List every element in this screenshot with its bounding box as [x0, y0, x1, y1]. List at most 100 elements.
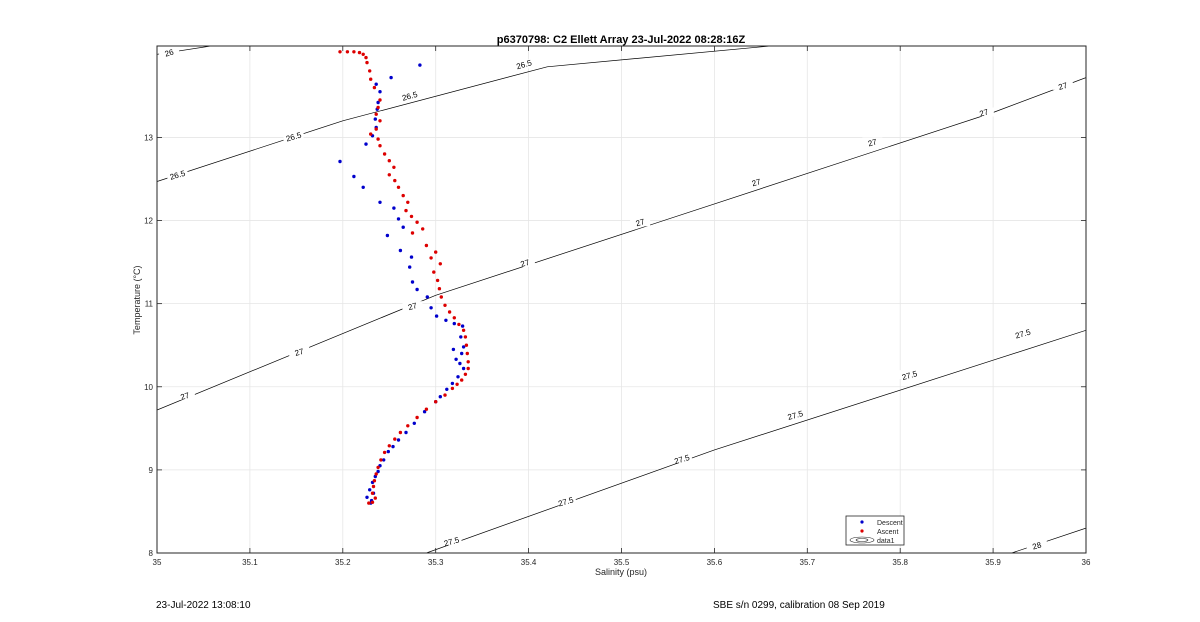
descent-point: [459, 335, 463, 339]
contour-label: 27: [978, 107, 990, 118]
descent-point: [445, 387, 449, 391]
ascent-point: [382, 152, 387, 156]
x-tick-label: 35.9: [985, 558, 1001, 567]
descent-point: [352, 174, 356, 179]
ascent-point: [367, 501, 371, 505]
y-tick-label: 8: [149, 549, 154, 558]
descent-point: [364, 142, 368, 146]
ascent-point: [466, 366, 470, 371]
contour-label-bg: [785, 410, 806, 420]
ascent-point: [368, 69, 372, 73]
contour-label-bg: [630, 217, 651, 227]
grid-lines: [156, 46, 1087, 554]
descent-point: [429, 306, 433, 310]
axis-ticks: 35 35.1 35.2 35.3 35.4 35.5 35.6 35.7 35.8 35.9 36…: [144, 46, 1091, 567]
contour-label: 27: [1057, 81, 1069, 92]
chart-title: p6370798: C2 Ellett Array 23-Jul-2022 08…: [497, 34, 746, 46]
descent-point: [376, 100, 380, 105]
descent-point: [368, 488, 372, 492]
ascent-point: [338, 50, 342, 54]
contour-label: 26.5: [401, 90, 419, 103]
contour-label-bg: [283, 131, 304, 141]
ascent-point: [401, 193, 405, 198]
descent-point: [391, 444, 395, 449]
ascent-point: [435, 278, 440, 283]
contour-label-bg: [514, 257, 535, 267]
ascent-point: [443, 303, 447, 307]
ascent-point: [463, 335, 468, 339]
descent-point: [378, 200, 382, 204]
descent-point: [401, 225, 405, 229]
descent-point: [454, 357, 458, 361]
contour-label: 27: [179, 391, 191, 402]
ascent-point: [424, 243, 429, 248]
descent-point: [461, 345, 466, 349]
y-tick-label: 11: [145, 300, 154, 309]
descent-point: [373, 117, 377, 121]
x-tick-label: 35.6: [707, 558, 723, 567]
contour-label: 26.5: [285, 130, 303, 143]
ascent-point: [361, 52, 365, 56]
ascent-point: [455, 382, 459, 386]
descent-point: [425, 295, 429, 299]
descent-point: [361, 185, 365, 189]
descent-point: [422, 410, 427, 414]
ascent-point: [452, 316, 456, 320]
ascent-point: [398, 430, 403, 435]
legend-ascent-label: Ascent: [877, 529, 898, 536]
descent-point: [409, 255, 414, 259]
contour-label: 27: [751, 177, 763, 188]
descent-point: [450, 381, 455, 386]
ascent-point: [345, 50, 350, 54]
ascent-point: [443, 393, 447, 397]
descent-point: [452, 321, 456, 326]
ascent-point: [392, 165, 396, 169]
ascent-point: [372, 479, 377, 483]
contour-line-27: [157, 77, 1086, 411]
descent-point: [438, 395, 442, 399]
y-axis-label: Temperature (°C): [132, 265, 142, 334]
contour-label-bg: [1052, 80, 1073, 90]
ascent-point: [406, 424, 410, 428]
ascent-point: [357, 50, 362, 55]
ascent-point: [376, 137, 380, 141]
contour-label: 27: [635, 217, 647, 228]
contour-label: 27.5: [557, 495, 575, 508]
ascent-point: [434, 250, 438, 254]
contour-label-bg: [399, 90, 420, 100]
ascent-point: [463, 372, 468, 376]
descent-point: [385, 233, 390, 238]
descent-point: [396, 217, 401, 221]
ascent-point: [374, 127, 378, 131]
descent-point: [461, 366, 466, 371]
ascent-point: [409, 214, 414, 219]
ascent-point: [438, 262, 442, 266]
x-axis-label: Salinity (psu): [595, 567, 647, 577]
descent-point: [398, 248, 403, 253]
ascent-point: [460, 378, 464, 382]
ascent-point: [387, 159, 391, 163]
descent-point: [404, 430, 408, 435]
descent-point: [378, 90, 382, 94]
ascent-point: [371, 484, 376, 489]
ascent-point: [415, 415, 419, 420]
descent-point: [460, 351, 464, 356]
descent-point: [408, 265, 412, 269]
x-tick-label: 35.1: [242, 558, 258, 567]
ascent-point: [421, 227, 425, 231]
contour-label: 27.5: [1014, 327, 1032, 340]
contour-label: 26.5: [169, 169, 187, 182]
ascent-point: [369, 77, 373, 81]
contour-label-bg: [441, 536, 462, 546]
y-tick-label: 10: [144, 383, 153, 392]
legend-contour-icon: [849, 536, 875, 544]
ascent-point: [415, 220, 419, 224]
descent-point: [444, 318, 448, 322]
descent-point: [389, 75, 393, 80]
descent-point: [460, 324, 465, 328]
descent-point: [456, 375, 460, 379]
legend-contour-icon-inner: [855, 538, 869, 542]
ascent-point: [447, 310, 452, 314]
descent-point: [458, 361, 462, 366]
ascent-point: [461, 328, 466, 332]
